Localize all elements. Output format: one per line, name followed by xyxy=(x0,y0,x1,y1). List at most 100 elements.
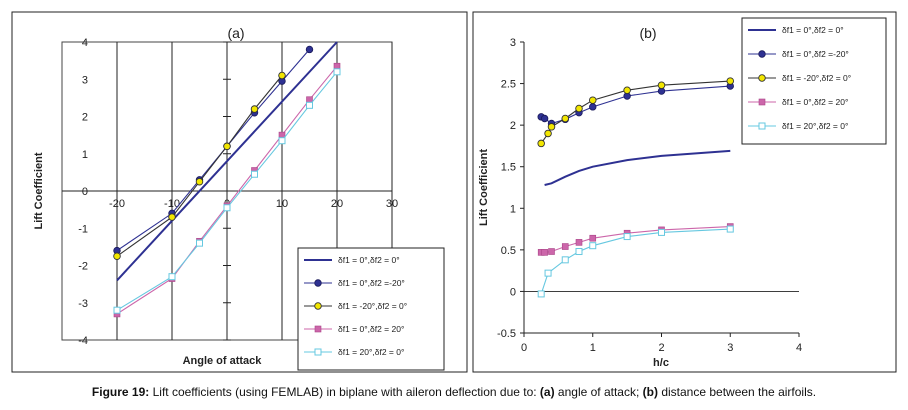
y-tick-label-a: -2 xyxy=(78,261,88,273)
y-tick-label-a: 1 xyxy=(82,149,88,161)
caption-text-a: angle of attack; xyxy=(554,385,643,399)
x-tick-label-b: 1 xyxy=(590,342,596,354)
legend-box-b xyxy=(741,17,887,145)
x-axis-label-b: h/c xyxy=(653,357,669,369)
data-point-b-5 xyxy=(589,242,597,250)
legend-marker-a xyxy=(314,325,322,333)
legend-entry-b: δf1 = 20°,δf2 = 0° xyxy=(782,121,848,131)
y-tick-label-b: 3 xyxy=(510,37,516,49)
data-point-b-5 xyxy=(561,256,569,264)
legend-b: δf1 = 0°,δf2 = 0° δf1 = 0°,δf2 =-20° δf1 =… xyxy=(741,17,887,145)
y-tick-label-b: 0 xyxy=(510,286,516,298)
y-axis-label-a: Lift Coefficient xyxy=(33,152,45,229)
series-b-1 xyxy=(544,149,731,186)
data-point-a-5 xyxy=(168,273,176,281)
x-axis-label-a: Angle of attack xyxy=(183,355,263,367)
data-point-b-3 xyxy=(547,123,556,131)
y-tick-label-b: 0.5 xyxy=(501,245,516,257)
y-tick-label-b: 1.5 xyxy=(501,162,516,174)
data-point-a-5 xyxy=(278,137,286,145)
chart-title-a: (a) xyxy=(227,25,244,41)
legend-entry-b: δf1 = 0°,δf2 = 20° xyxy=(782,97,848,107)
data-point-b-4 xyxy=(589,234,597,242)
y-tick-label-a: 2 xyxy=(82,112,88,124)
data-point-b-5 xyxy=(575,248,583,256)
data-point-b-4 xyxy=(548,248,555,255)
legend-marker-b xyxy=(758,50,766,58)
legend-entry-b: δf1 = -20°,δf2 = 0° xyxy=(782,73,851,83)
legend-entry-a: δf1 = 0°,δf2 = 20° xyxy=(338,324,404,334)
y-tick-label-b: 2.5 xyxy=(501,79,516,91)
y-tick-label-a: 3 xyxy=(82,74,88,86)
legend-marker-a xyxy=(314,302,322,310)
data-point-b-3 xyxy=(575,104,583,113)
data-point-b-5 xyxy=(623,233,631,241)
legend-marker-b xyxy=(758,122,766,130)
legend-marker-a xyxy=(314,348,322,356)
caption-a-label: (a) xyxy=(539,385,555,399)
data-point-b-3 xyxy=(537,139,545,148)
y-tick-label-a: 4 xyxy=(82,37,88,49)
data-point-b-4 xyxy=(541,249,548,256)
series-a-1 xyxy=(116,41,338,282)
y-tick-label-a: 0 xyxy=(82,186,88,198)
caption-label: Figure 19: xyxy=(91,385,150,399)
y-tick-label-a: -4 xyxy=(78,335,88,347)
data-point-a-3 xyxy=(223,142,231,151)
data-point-a-5 xyxy=(223,204,231,212)
data-point-b-3 xyxy=(561,114,570,123)
series-line-a-3 xyxy=(116,75,283,257)
x-tick-label-b: 2 xyxy=(658,342,664,354)
data-point-b-2 xyxy=(540,114,549,123)
data-point-b-4 xyxy=(575,239,583,246)
y-tick-label-a: -1 xyxy=(78,223,88,235)
y-tick-label-b: 2 xyxy=(510,120,516,132)
x-tick-label-a: 30 xyxy=(386,198,398,210)
data-point-a-2 xyxy=(305,45,314,54)
data-point-b-3 xyxy=(726,77,735,85)
y-axis-label-b: Lift Coefficient xyxy=(478,149,490,226)
x-tick-label-b: 3 xyxy=(727,342,733,354)
chart-panel-b: 0 1 2 3 4 -0.5 0 0.5 1 1.5 2 2.5 3 h/c Lift Coefficien… xyxy=(472,11,897,373)
x-tick-label-a: 10 xyxy=(276,198,288,210)
series-line-b-1 xyxy=(544,149,731,186)
series-b-3 xyxy=(537,77,735,148)
data-point-b-5 xyxy=(544,269,552,277)
data-point-a-5 xyxy=(333,68,341,76)
data-point-b-3 xyxy=(623,86,631,94)
series-b-5 xyxy=(537,225,734,298)
chart-title-b: (b) xyxy=(639,25,656,41)
data-point-b-5 xyxy=(726,225,734,233)
data-point-b-3 xyxy=(657,81,666,89)
series-a-5 xyxy=(113,68,341,314)
legend-entry-a: δf1 = 0°,δf2 = 0° xyxy=(338,255,400,265)
legend-box-a xyxy=(297,247,445,371)
x-tick-label-b: 4 xyxy=(796,342,802,354)
x-tick-label-a: -20 xyxy=(109,198,125,210)
data-point-a-3 xyxy=(168,213,176,221)
data-point-b-3 xyxy=(589,96,597,104)
data-point-a-5 xyxy=(251,170,258,178)
legend-entry-a: δf1 = 20°,δf2 = 0° xyxy=(338,347,404,357)
x-tick-label-a: 20 xyxy=(331,198,343,210)
y-tick-label-b: 1 xyxy=(510,203,516,215)
data-point-b-4 xyxy=(561,243,569,250)
legend-marker-a xyxy=(314,279,322,287)
series-a-3 xyxy=(113,71,286,260)
caption-b-label: (b) xyxy=(642,385,658,399)
data-point-a-5 xyxy=(113,306,121,314)
legend-entry-a: δf1 = 0°,δf2 =-20° xyxy=(338,278,405,288)
x-tick-label-a: -10 xyxy=(164,198,180,210)
y-tick-label-b: -0.5 xyxy=(497,328,516,340)
data-point-b-5 xyxy=(537,290,545,298)
data-point-b-2 xyxy=(589,103,597,111)
x-tick-label-b: 0 xyxy=(521,342,527,354)
data-point-a-5 xyxy=(196,239,203,247)
data-point-a-5 xyxy=(306,101,313,109)
series-line-a-4 xyxy=(116,65,338,315)
series-line-a-1 xyxy=(116,41,338,282)
data-point-b-5 xyxy=(658,228,665,236)
figure-caption: Figure 19: Lift coefficients (using FEML… xyxy=(0,385,908,399)
